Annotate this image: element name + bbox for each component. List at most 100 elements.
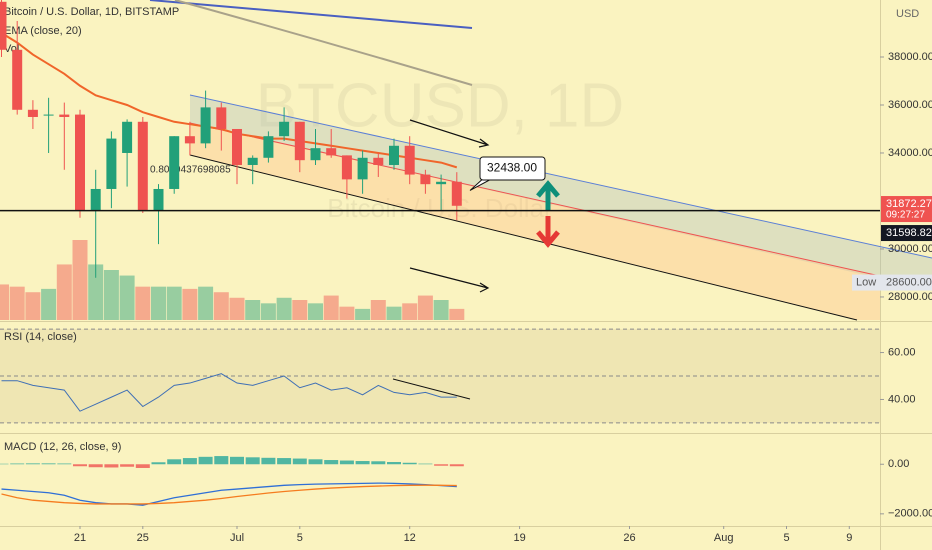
candle-body [27,109,38,117]
volume-bar [260,303,276,320]
candle-body [200,107,211,144]
crosshair-price-box [881,225,932,242]
y-tick-label: 28000.00 [888,291,932,303]
volume-bar [213,292,229,320]
volume-bar [386,306,402,320]
macd-histogram-bar [135,464,150,468]
macd-line [1,482,457,506]
volume-bar [355,308,371,320]
candle-body [122,121,133,153]
volume-bar [245,300,261,320]
candle-body [373,157,384,165]
low-price-box [852,274,932,291]
volume-bar [166,286,182,320]
candle-body [247,157,258,165]
x-tick-label: 19 [513,532,525,544]
volume-bar [402,303,418,320]
macd-histogram-bar [73,464,87,467]
macd-title: MACD (12, 26, close, 9) [4,441,121,453]
volume-bar [103,270,119,320]
macd-histogram-bar [449,464,464,467]
y-tick-label: 36000.00 [888,99,932,111]
volume-bar [339,306,355,320]
macd-histogram-bar [418,463,433,465]
macd-histogram-bar [339,460,354,465]
macd-histogram-bar [230,456,244,465]
macd-histogram-bar [151,462,166,465]
volume-bar [151,286,166,320]
macd-histogram-bar [167,459,182,465]
x-tick-label: 5 [297,532,303,544]
macd-histogram-bar [198,456,213,465]
candle-body [216,107,227,129]
candle-body [389,145,399,165]
candle-body [294,121,305,161]
candle-body [169,136,180,189]
channel-upper-line [189,94,932,259]
macd-histogram-bar [10,463,25,465]
volume-bar [323,295,339,320]
macd-histogram-bar [41,463,56,465]
legend-ema: EMA (close, 20) [4,25,82,37]
candle-body [451,181,462,206]
volume-bar [198,286,214,320]
rsi-band [0,329,880,423]
candle-body [263,136,274,158]
x-tick-label: 21 [74,532,86,544]
macd-line [1,484,457,505]
y-tick-label: 30000.00 [888,243,932,255]
y-tick-label: 0.00 [888,458,909,470]
channel-lower-line [189,154,858,321]
volume-bar [56,264,72,320]
macd-histogram-bar [104,464,119,468]
up-arrow [536,180,560,210]
channel-mid-line [189,122,881,277]
volume-bar [449,308,465,320]
macd-histogram-bar [355,461,370,465]
candle-body [106,138,117,189]
volume-bar [229,297,245,320]
macd-histogram-bar [402,462,417,465]
macd-histogram-bar [88,464,103,468]
volume-bar [292,300,308,320]
candle-body [436,181,447,185]
volume-bar [135,286,151,320]
candle-body [43,114,54,116]
y-tick-label: −2000.00 [888,508,932,520]
x-tick-label: 9 [846,532,852,544]
candle-body [326,148,337,156]
candle-body [232,128,242,165]
volume-bar [417,295,433,320]
arrow [409,119,490,293]
macd-histogram-bar [245,457,260,465]
watermark: BTCUSD, 1D [256,71,625,140]
volume-bar [9,286,25,320]
macd-histogram-bar [57,463,72,465]
volume-bar [72,240,88,320]
macd-histogram-bar [25,463,40,465]
x-tick-label: Jul [230,532,244,544]
candle-body [0,1,7,50]
macd-histogram-bar [434,464,449,466]
macd-histogram-bar [292,458,307,465]
volume-bar [119,275,135,320]
macd-histogram-bar [120,464,135,467]
candle-body [75,114,85,211]
candle-body [137,121,148,211]
rsi-line [1,373,457,412]
last-price-label: 31872.27 [886,198,932,210]
annotation: 0.8079437698085 [150,165,231,176]
macd-histogram-bar [308,459,323,465]
low-label: Low [856,276,876,288]
x-tick-label: 26 [623,532,635,544]
trend-line [392,378,471,400]
macd-histogram-bar [0,463,9,465]
callout-box [479,156,546,181]
volume-bar [276,297,292,320]
crosshair-price-label: 31598.82 [886,227,932,239]
macd-histogram-bar [261,457,276,465]
macd-histogram-bar [182,458,197,465]
macd-histogram-bar [324,460,339,465]
